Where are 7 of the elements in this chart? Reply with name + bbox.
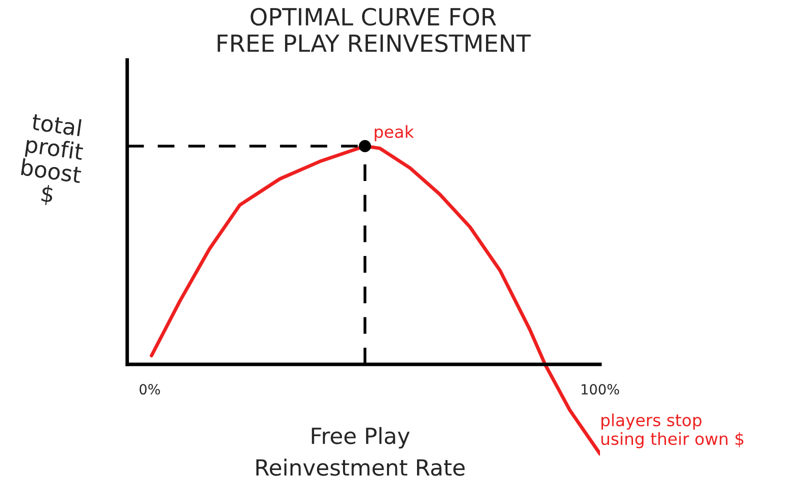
x-tick-label: 100% bbox=[582, 384, 620, 395]
x-axis-title: Free Play Reinvestment Rate bbox=[256, 427, 465, 476]
chart-title: OPTIMAL CURVE FOR FREE PLAY REINVESTMENT bbox=[218, 8, 531, 52]
x-tick-label: 0% bbox=[140, 384, 160, 395]
y-axis-title: total profit boost $ bbox=[20, 112, 84, 206]
annotation: players stop using their own $ bbox=[601, 413, 744, 448]
annotation: peak bbox=[374, 125, 414, 142]
